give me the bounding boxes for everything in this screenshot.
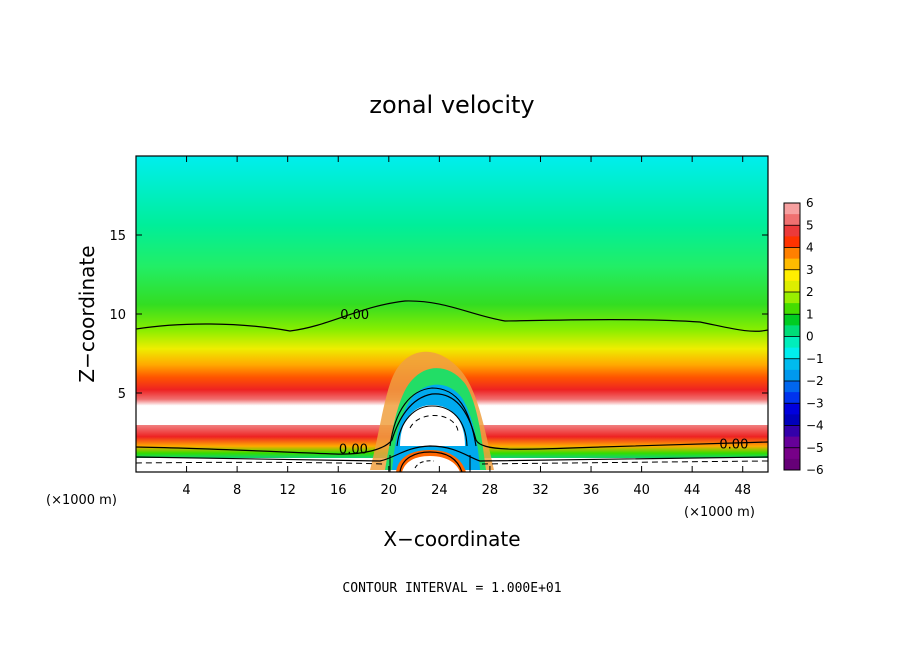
x-axis: 4 8 12 16 20 24 28 32 36 40 44 48 xyxy=(182,156,751,498)
zero-contour-lower xyxy=(136,393,768,455)
colorbar-swatch xyxy=(784,436,800,449)
colorbar-swatch xyxy=(784,358,800,371)
contour-dome xyxy=(396,405,468,447)
colorbar-swatch xyxy=(784,403,800,415)
contour-labels: 0.00 0.00 0.00 xyxy=(339,308,748,457)
colorbar-tick-label: 3 xyxy=(806,263,814,277)
x-tick-label: 36 xyxy=(583,483,600,498)
colorbar-swatch xyxy=(784,336,800,349)
colorbar-swatch xyxy=(784,225,800,237)
x-axis-label: X−coordinate xyxy=(383,527,520,551)
contour-label: 0.00 xyxy=(339,442,368,457)
dashed-contour-right xyxy=(481,460,768,465)
contour-dome-outer xyxy=(389,387,477,447)
colorbar-tick-label: −6 xyxy=(806,463,824,477)
colorbar-swatch xyxy=(784,414,800,426)
colorbar-tick-label: −3 xyxy=(806,396,824,410)
x-tick-label: 16 xyxy=(330,483,347,498)
colorbar-tick-label: 6 xyxy=(806,196,814,210)
colorbar-swatch xyxy=(784,392,800,404)
colorbar-swatch xyxy=(784,247,800,260)
colorbar-swatch xyxy=(784,203,800,215)
colorbar-swatch xyxy=(784,325,800,337)
plot-field xyxy=(136,156,768,472)
y-tick-label: 5 xyxy=(118,387,126,402)
central-jet-core xyxy=(402,456,460,472)
x-unit-left: (×1000 m) xyxy=(46,493,117,508)
y-axis-label: Z−coordinate xyxy=(75,245,99,382)
colorbar-swatch xyxy=(784,258,800,271)
x-tick-label: 20 xyxy=(381,483,398,498)
x-tick-label: 12 xyxy=(279,483,296,498)
colorbar-tick-label: 4 xyxy=(806,241,814,255)
dashed-contour-dome xyxy=(409,415,459,433)
chart-title: zonal velocity xyxy=(369,91,534,119)
contour-interval-note: CONTOUR INTERVAL = 1.000E+01 xyxy=(342,581,561,596)
x-unit-right: (×1000 m) xyxy=(684,505,755,520)
colorbar-swatch xyxy=(784,236,800,248)
colorbar-swatch xyxy=(784,447,800,460)
x-tick-label: 24 xyxy=(431,483,448,498)
x-tick-label: 4 xyxy=(182,483,190,498)
colorbar-tick-label: −1 xyxy=(806,352,824,366)
zero-contour-upper xyxy=(136,300,768,332)
colorbar-swatch xyxy=(784,381,800,393)
x-tick-label: 48 xyxy=(734,483,751,498)
colorbar-tick-label: 5 xyxy=(806,218,814,232)
colorbar-swatch xyxy=(784,347,800,360)
colorbar-tick-label: 0 xyxy=(806,330,814,344)
colorbar-swatch xyxy=(784,214,800,226)
dashed-contour-jet xyxy=(414,460,435,469)
colorbar-swatch xyxy=(784,280,800,293)
x-tick-label: 28 xyxy=(482,483,499,498)
y-axis: 5 10 15 xyxy=(109,229,768,402)
dashed-contour-left xyxy=(136,461,385,465)
colorbar-tick-label: −2 xyxy=(806,374,824,388)
colorbar-tick-label: −4 xyxy=(806,419,824,433)
colorbar-swatch xyxy=(784,303,800,315)
colorbar-swatch xyxy=(784,292,800,304)
y-tick-label: 10 xyxy=(109,308,126,323)
colorbar-tick-label: −5 xyxy=(806,441,824,455)
x-tick-label: 40 xyxy=(633,483,650,498)
colorbar-swatch xyxy=(784,269,800,282)
contour-label: 0.00 xyxy=(719,438,748,453)
contour-label: 0.00 xyxy=(340,308,369,323)
central-dome xyxy=(400,405,465,446)
x-tick-label: 32 xyxy=(532,483,549,498)
contour-surface xyxy=(136,445,768,462)
colorbar-swatch xyxy=(784,458,800,471)
contour-jet xyxy=(399,451,463,472)
colorbar-tick-label: 2 xyxy=(806,285,814,299)
colorbar-swatch xyxy=(784,369,800,382)
x-tick-label: 8 xyxy=(233,483,241,498)
x-tick-label: 44 xyxy=(684,483,701,498)
colorbar-swatch xyxy=(784,425,800,438)
colorbar: 6 5 4 3 2 1 0 −1 −2 −3 −4 −5 −6 xyxy=(783,196,824,477)
y-tick-label: 15 xyxy=(109,229,126,244)
colorbar-tick-label: 1 xyxy=(806,307,814,321)
colorbar-swatch xyxy=(784,314,800,326)
